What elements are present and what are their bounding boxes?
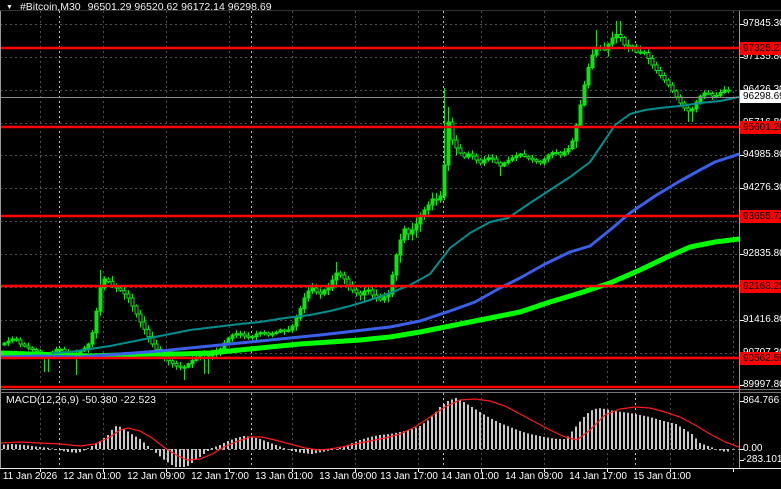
time-axis-label[interactable]: 12 Jan 17:00	[191, 471, 249, 482]
time-axis-label[interactable]: 14 Jan 09:00	[505, 471, 563, 482]
price-grid-label: 92835.80	[743, 248, 781, 259]
macd-scale-label: 864.766	[743, 395, 780, 406]
time-axis-label[interactable]: 13 Jan 17:00	[380, 471, 438, 482]
price-grid-label: 94276.30	[743, 182, 781, 193]
time-axis-label[interactable]: 12 Jan 09:00	[127, 471, 185, 482]
level-price-tag: 90562.59	[740, 351, 781, 365]
level-price-tag: 97325.27	[740, 41, 781, 55]
macd-indicator-label: MACD(12,26,9) -50.380 -22.523	[6, 394, 156, 406]
time-axis-label[interactable]: 14 Jan 17:00	[569, 471, 627, 482]
symbol-timeframe-label: #Bitcoin,M30	[19, 1, 81, 13]
price-grid-label: 94985.80	[743, 149, 781, 160]
time-axis-label[interactable]: 12 Jan 01:00	[63, 471, 121, 482]
macd-scale-label: 0.00	[743, 443, 763, 454]
time-axis-label[interactable]: 15 Jan 01:00	[633, 471, 691, 482]
collapse-arrow-icon[interactable]: ▼	[6, 3, 13, 11]
slow-ma-line	[1, 236, 739, 359]
macd-signal-line	[1, 398, 739, 461]
symbol-quote-line: ▼ #Bitcoin,M30 96501.29 96520.62 96172.1…	[6, 1, 272, 13]
medium-ma-line	[1, 152, 739, 359]
time-axis-label[interactable]: 13 Jan 01:00	[255, 471, 313, 482]
level-price-tag: 95601.26	[740, 120, 781, 134]
price-grid-label: 89997.80	[743, 379, 781, 390]
price-grid-label: 91416.80	[743, 314, 781, 325]
level-price-tag: 92163.25	[740, 279, 781, 293]
fast-ma-line	[51, 96, 739, 354]
time-axis-label[interactable]: 14 Jan 01:00	[441, 471, 499, 482]
time-axis-label[interactable]: 13 Jan 09:00	[319, 471, 377, 482]
candlestick-series	[2, 21, 731, 380]
price-grid-label: 97135.80	[743, 51, 781, 62]
time-axis-label[interactable]: 11 Jan 2026	[2, 471, 58, 482]
macd-scale-label: -283.101	[743, 454, 781, 465]
price-grid-label: 97845.30	[743, 18, 781, 29]
level-price-tag: 93655.72	[740, 209, 781, 223]
current-price-tag: 96298.69	[740, 89, 781, 103]
ohlc-values: 96501.29 96520.62 96172.14 96298.69	[87, 1, 272, 13]
